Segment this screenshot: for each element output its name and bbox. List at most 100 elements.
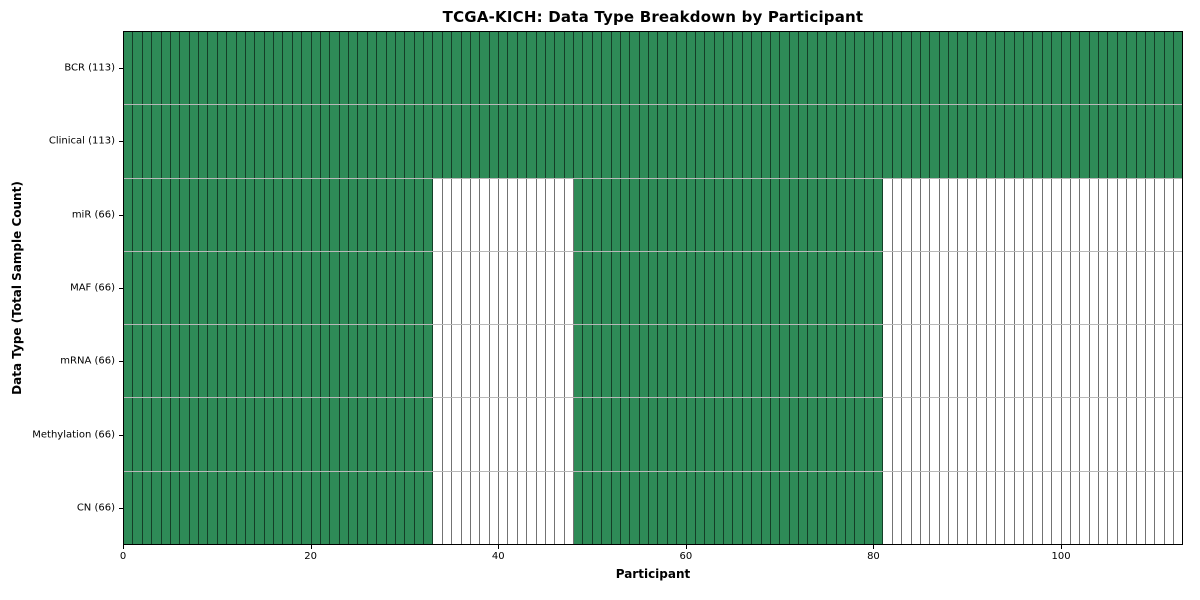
heatmap-cell [799, 178, 809, 251]
heatmap-cell [320, 178, 331, 251]
heatmap-cell [574, 398, 584, 471]
heatmap-cell [339, 471, 349, 544]
heatmap-cell [499, 251, 509, 325]
heatmap-cell [480, 398, 490, 471]
heatmap-cell [452, 178, 462, 251]
heatmap-cell [930, 398, 940, 471]
heatmap-cell [1033, 178, 1043, 251]
heatmap-cell [1042, 325, 1053, 398]
heatmap-cell [817, 251, 828, 325]
heatmap-cell [517, 251, 528, 325]
y-axis: BCR (113) Clinical (113) miR (66) MAF (66) m… [0, 31, 123, 545]
heatmap-cell [939, 32, 949, 105]
heatmap-cell [845, 32, 856, 105]
heatmap-cell [1005, 105, 1015, 178]
heatmap-cell [227, 32, 237, 105]
x-tick-label: 100 [1051, 551, 1071, 562]
heatmap-cell [920, 105, 931, 178]
heatmap-cell [639, 105, 649, 178]
heatmap-cell [995, 178, 1006, 251]
heatmap-cell [761, 398, 771, 471]
heatmap-cell [986, 178, 996, 251]
heatmap-cell [489, 471, 499, 544]
heatmap-cell [658, 471, 668, 544]
heatmap-cell [489, 178, 499, 251]
heatmap-cell [658, 325, 668, 398]
heatmap-cell [827, 178, 837, 251]
heatmap-cell [902, 398, 912, 471]
heatmap-cell [545, 32, 556, 105]
heatmap-cell [433, 178, 443, 251]
heatmap-cell [395, 325, 406, 398]
heatmap-cell [1117, 251, 1128, 325]
heatmap-cell [1164, 398, 1174, 471]
heatmap-cell [274, 398, 284, 471]
heatmap-cell [770, 251, 781, 325]
heatmap-cell [902, 251, 912, 325]
heatmap-cell [1005, 325, 1015, 398]
heatmap-cell [724, 251, 734, 325]
heatmap-cell [1014, 325, 1024, 398]
heatmap-cell [827, 251, 837, 325]
y-tick-label: BCR (113) [64, 62, 115, 74]
heatmap-cell [780, 251, 790, 325]
heatmap-cell [1033, 251, 1043, 325]
heatmap-cell [386, 398, 396, 471]
heatmap-cell [208, 251, 218, 325]
heatmap-cell [611, 105, 621, 178]
heatmap-cell [283, 251, 293, 325]
heatmap-cell [199, 325, 209, 398]
heatmap-cell [358, 251, 368, 325]
y-tick-mark [119, 361, 123, 363]
heatmap-cell [489, 398, 499, 471]
heatmap-cell [545, 471, 556, 544]
heatmap-cell [827, 105, 837, 178]
heatmap-cell [742, 105, 753, 178]
heatmap-grid [124, 32, 1183, 544]
heatmap-cell [199, 398, 209, 471]
heatmap-cell [142, 178, 153, 251]
heatmap-cell [686, 471, 696, 544]
heatmap-cell [1099, 251, 1109, 325]
heatmap-cell [855, 398, 865, 471]
heatmap-cell [1080, 105, 1090, 178]
heatmap-cell [142, 471, 153, 544]
heatmap-cell [592, 471, 603, 544]
heatmap-cell [527, 251, 537, 325]
heatmap-cell [883, 471, 893, 544]
heatmap-cell [1052, 105, 1062, 178]
heatmap-cell [386, 471, 396, 544]
heatmap-cell [1042, 471, 1053, 544]
x-tick-mark [1061, 545, 1063, 549]
heatmap-cell [311, 251, 321, 325]
heatmap-cell [1061, 251, 1071, 325]
heatmap-cell [1070, 398, 1081, 471]
heatmap-cell [555, 398, 565, 471]
heatmap-cell [236, 251, 246, 325]
y-tick-mark [119, 214, 123, 216]
heatmap-cell [564, 325, 574, 398]
heatmap-cell [349, 178, 359, 251]
heatmap-cell [658, 398, 668, 471]
heatmap-cell [527, 178, 537, 251]
heatmap-cell [677, 398, 687, 471]
heatmap-cell [1005, 398, 1015, 471]
heatmap-cell [189, 105, 199, 178]
heatmap-cell [461, 325, 471, 398]
heatmap-cell [414, 251, 424, 325]
heatmap-cell [189, 32, 199, 105]
heatmap-cell [967, 398, 978, 471]
x-axis-label: Participant [615, 567, 691, 581]
heatmap-cell [1042, 251, 1053, 325]
heatmap-cell [1033, 32, 1043, 105]
heatmap-cell [1117, 398, 1128, 471]
heatmap-cell [686, 398, 696, 471]
heatmap-cell [1108, 178, 1118, 251]
heatmap-cell [930, 178, 940, 251]
heatmap-cell [1108, 398, 1118, 471]
y-tick-mark [119, 434, 123, 436]
heatmap-cell [245, 178, 256, 251]
heatmap-cell [189, 251, 199, 325]
heatmap-cell [545, 251, 556, 325]
heatmap-cell [489, 251, 499, 325]
